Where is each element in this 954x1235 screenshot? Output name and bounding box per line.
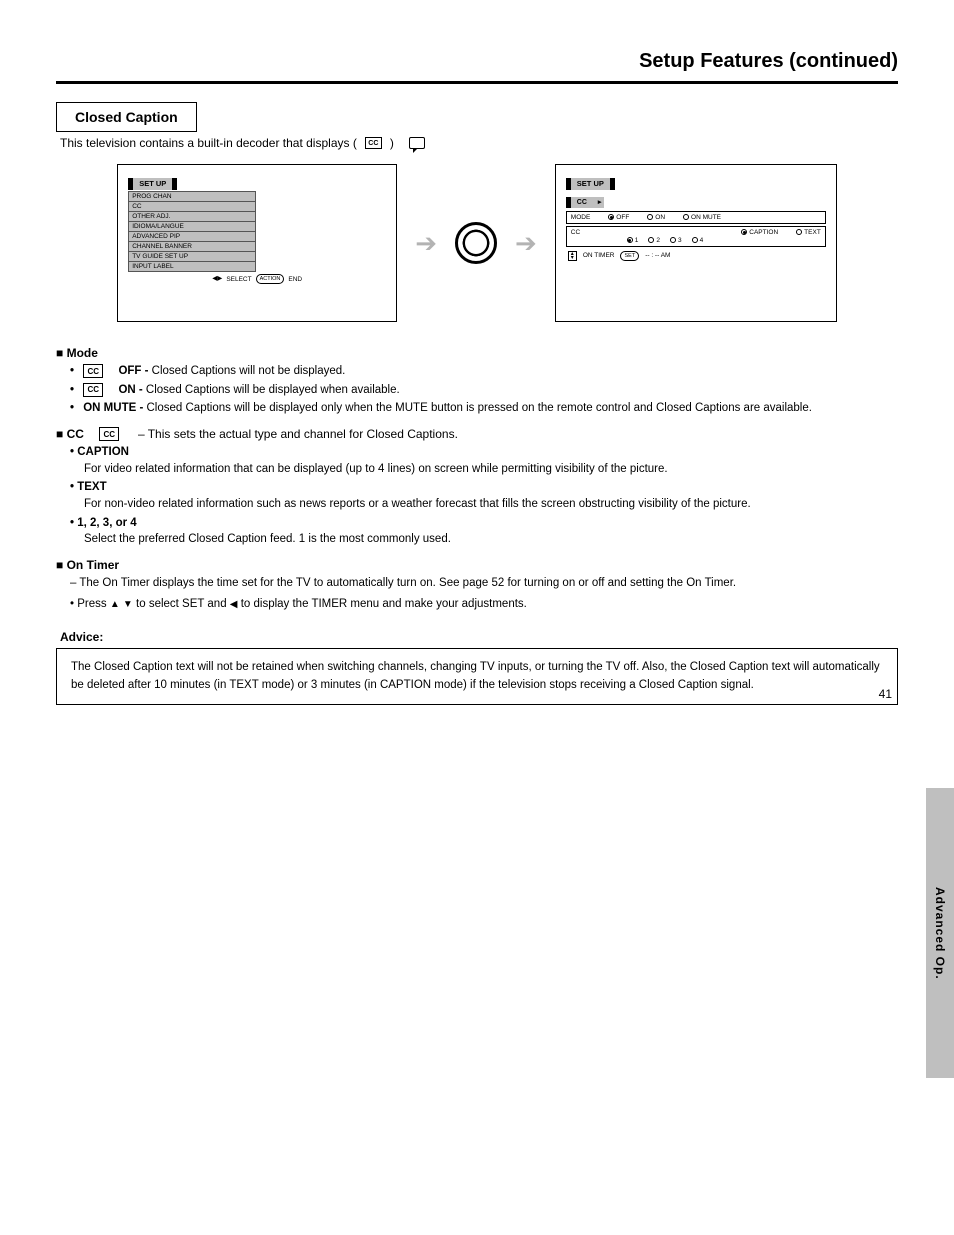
advice-box: The Closed Caption text will not be reta… [56, 648, 898, 705]
side-tab-label: Advanced Op. [933, 887, 947, 980]
ontimer-body1: – The On Timer displays the time set for… [70, 575, 898, 592]
down-icon: ▼ [123, 599, 133, 610]
setup-menu-list: PROG CHAN CC OTHER ADJ. IDIOMA/LANGUE AD… [128, 191, 256, 272]
radio-off[interactable]: OFF [608, 214, 629, 221]
mode-section-head: ■ Mode [56, 346, 898, 360]
cc-menu-screen: SET UP CC▸ MODE OFF ON ON MUTE CC CAPTIO… [555, 164, 837, 322]
on-timer-label: ON TIMER [583, 252, 615, 259]
menu-item[interactable]: CHANNEL BANNER [129, 242, 255, 252]
dial-icon [455, 222, 497, 264]
mode-section: ■ Mode • CC OFF - Closed Captions will n… [56, 346, 898, 417]
cc-section: ■ CC CC – This sets the actual type and … [56, 427, 898, 548]
mode-option-box: MODE OFF ON ON MUTE [566, 211, 826, 224]
menu-item[interactable]: TV GUIDE SET UP [129, 252, 255, 262]
cc-option-box: CC CAPTION TEXT 1 2 3 4 [566, 226, 826, 247]
caption-description-line: This television contains a built-in deco… [60, 136, 898, 150]
on-timer-value: -- : -- AM [645, 252, 670, 259]
radio-caption[interactable]: CAPTION [741, 229, 778, 236]
setup-menu-footer: ◂▸ SELECT ACTION END [128, 272, 386, 284]
cc-icon: CC [83, 383, 103, 397]
radio-onmute[interactable]: ON MUTE [683, 214, 721, 221]
menu-item[interactable]: CC [129, 202, 255, 212]
radio-4[interactable]: 4 [692, 237, 704, 244]
speech-bubble-icon [409, 137, 425, 149]
left-icon: ◀ [230, 599, 238, 610]
radio-2[interactable]: 2 [648, 237, 660, 244]
page-header: Setup Features (continued) [56, 50, 898, 73]
arrow-right-icon: ➔ [415, 228, 437, 259]
on-timer-row: ▴▾ ON TIMER SET -- : -- AM [566, 249, 826, 261]
caption-line-text2: ) [390, 136, 401, 150]
radio-3[interactable]: 3 [670, 237, 682, 244]
action-pill: ACTION [256, 274, 285, 284]
arrow-right-icon: ➔ [515, 228, 537, 259]
figures-row: SET UP PROG CHAN CC OTHER ADJ. IDIOMA/LA… [56, 164, 898, 322]
menu-item[interactable]: IDIOMA/LANGUE [129, 222, 255, 232]
caption-line-text: This television contains a built-in deco… [60, 136, 357, 150]
cc-section-head: ■ CC CC – This sets the actual type and … [56, 427, 898, 441]
mode-label: MODE [571, 214, 591, 221]
spinner-icon[interactable]: ▴▾ [568, 251, 577, 261]
cc-icon: CC [365, 137, 382, 149]
radio-on[interactable]: ON [647, 214, 665, 221]
menu-item[interactable]: INPUT LABEL [129, 262, 255, 271]
advice-label: Advice: [60, 630, 898, 644]
setup-menu-screen: SET UP PROG CHAN CC OTHER ADJ. IDIOMA/LA… [117, 164, 397, 322]
menu-item[interactable]: PROG CHAN [129, 192, 255, 202]
setup-menu-title: SET UP [128, 178, 177, 190]
set-pill[interactable]: SET [620, 251, 639, 261]
radio-1[interactable]: 1 [627, 237, 639, 244]
header-rule [56, 81, 898, 84]
cc-menu-subtitle: CC▸ [566, 197, 605, 208]
side-tab: Advanced Op. [926, 788, 954, 1078]
cc-menu-title: SET UP [566, 178, 615, 190]
radio-text[interactable]: TEXT [796, 229, 821, 236]
cc-icon: CC [99, 427, 119, 441]
up-icon: ▲ [110, 599, 120, 610]
menu-item[interactable]: ADVANCED PIP [129, 232, 255, 242]
ontimer-section: ■ On Timer – The On Timer displays the t… [56, 558, 898, 612]
cc-label: CC [571, 229, 580, 236]
menu-item[interactable]: OTHER ADJ. [129, 212, 255, 222]
cc-icon: CC [83, 364, 103, 378]
ontimer-body2: • Press ▲ ▼ to select SET and ◀ to displ… [70, 596, 898, 613]
ontimer-section-head: ■ On Timer [56, 558, 898, 572]
closed-caption-heading: Closed Caption [56, 102, 197, 132]
page-number: 41 [879, 687, 892, 701]
